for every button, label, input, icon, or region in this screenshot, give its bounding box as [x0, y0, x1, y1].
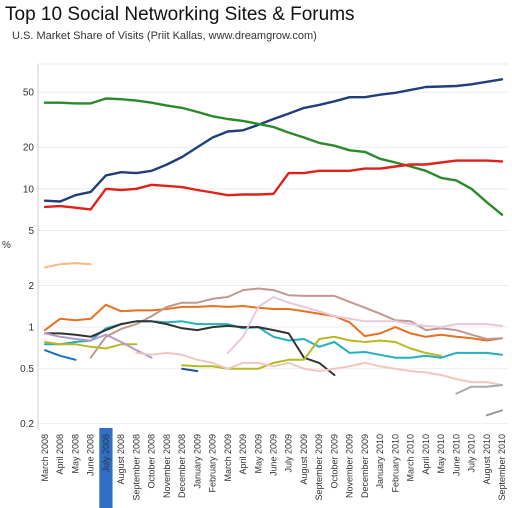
- highlight-column: [99, 428, 113, 508]
- x-tick-label: March 2008: [40, 434, 50, 482]
- x-tick-label: May 2008: [70, 434, 80, 474]
- series-line-10: [44, 332, 153, 359]
- x-tick-label: May 2009: [253, 434, 263, 474]
- x-tick-label: May 2010: [436, 434, 446, 474]
- x-tick-label: April 2008: [55, 434, 65, 475]
- x-tick-label: August 2008: [116, 434, 126, 485]
- x-tick-label: September 2009: [314, 434, 324, 501]
- x-tick-label: January 2009: [192, 434, 202, 489]
- x-tick-label: December 2008: [177, 434, 187, 498]
- x-tick-label: July 2010: [467, 434, 477, 473]
- x-tick-label: November 2009: [345, 434, 355, 498]
- series-line-7: [44, 320, 336, 376]
- series-line-14: [44, 262, 92, 269]
- series-line-16: [485, 409, 503, 417]
- x-tick-label: September 2008: [131, 434, 141, 501]
- series-line-15: [455, 384, 503, 395]
- y-tick-label: 2: [28, 281, 34, 292]
- series-line-13: [181, 367, 199, 373]
- series-line-9: [226, 296, 503, 354]
- x-tick-label: June 2009: [269, 434, 279, 476]
- y-axis-label: %: [2, 240, 11, 251]
- x-tick-label: November 2008: [162, 434, 172, 498]
- y-tick-label: 20: [23, 143, 35, 154]
- x-tick-label: October 2008: [147, 434, 157, 489]
- series-line-11: [135, 351, 503, 387]
- series-line-12: [44, 349, 77, 361]
- series-line-1: [43, 78, 504, 203]
- y-tick-label: 1: [28, 323, 34, 334]
- chart-title: Top 10 Social Networking Sites & Forums: [5, 4, 355, 25]
- series-line-4: [44, 303, 503, 342]
- y-tick-label: 0.2: [20, 419, 34, 430]
- chart-subtitle: U.S. Market Share of Visits (Priit Kalla…: [12, 30, 317, 42]
- x-tick-label: February 2010: [390, 434, 400, 493]
- x-tick-label: July 2009: [284, 434, 294, 473]
- x-tick-label: June 2010: [451, 434, 461, 476]
- x-tick-label: August 2009: [299, 434, 309, 485]
- y-tick-label: 0.5: [20, 364, 34, 375]
- series-line-8: [181, 335, 443, 370]
- y-tick-label: 5: [28, 226, 34, 237]
- x-tick-label: August 2010: [482, 434, 492, 485]
- x-tick-label: April 2010: [421, 434, 431, 475]
- series-line-3: [43, 159, 504, 211]
- y-tick-label: 50: [23, 88, 35, 99]
- x-tick-label: July 2008: [101, 434, 111, 473]
- x-tick-label: October 2009: [329, 434, 339, 489]
- series-line-8: [44, 341, 138, 350]
- x-tick-label: March 2009: [223, 434, 233, 482]
- x-tick-label: April 2009: [238, 434, 248, 475]
- x-tick-label: June 2008: [86, 434, 96, 476]
- y-tick-label: 10: [23, 184, 35, 195]
- series-line-2: [43, 97, 504, 216]
- x-tick-label: January 2010: [375, 434, 385, 489]
- x-tick-label: March 2010: [406, 434, 416, 482]
- series-line-5: [89, 287, 503, 359]
- x-tick-label: February 2009: [208, 434, 218, 493]
- x-tick-label: December 2009: [360, 434, 370, 498]
- x-tick-label: September 2010: [497, 434, 507, 501]
